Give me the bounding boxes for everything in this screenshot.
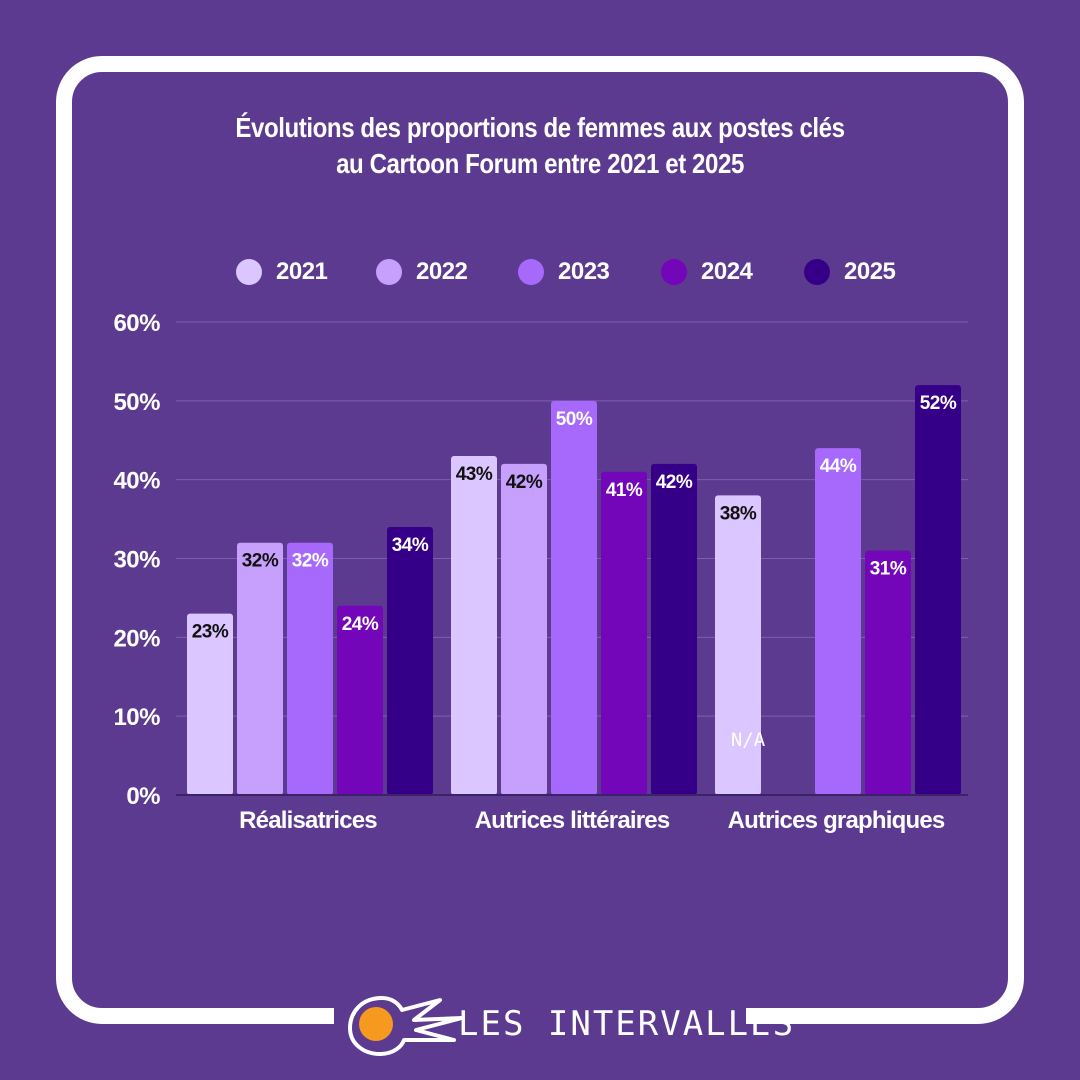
legend-label-2025: 2025 bbox=[844, 258, 896, 285]
bar-2022-1 bbox=[501, 463, 547, 795]
logo-text: LES INTERVALLES bbox=[458, 1004, 796, 1044]
y-tick-label: 50% bbox=[113, 389, 160, 416]
data-label-2024-0: 24% bbox=[342, 614, 379, 635]
white-frame bbox=[56, 56, 1024, 1024]
data-label-2022-2: N/A bbox=[731, 729, 766, 751]
chart-title: Évolutions des proportions de femmes aux… bbox=[76, 110, 1005, 182]
bar-2022-0 bbox=[237, 542, 283, 795]
legend-dot-2024 bbox=[661, 259, 687, 285]
data-label-2021-2: 38% bbox=[720, 503, 757, 524]
bar-2025-1 bbox=[651, 463, 697, 795]
data-label-2021-1: 43% bbox=[456, 464, 493, 485]
logo: LES INTERVALLES bbox=[334, 990, 793, 1060]
x-category-label: Autrices graphiques bbox=[728, 807, 945, 834]
data-label-2023-2: 44% bbox=[820, 456, 857, 477]
y-tick-label: 20% bbox=[113, 625, 160, 652]
chart-title-line-1: Évolutions des proportions de femmes aux… bbox=[235, 112, 845, 143]
data-label-2021-0: 23% bbox=[192, 622, 229, 643]
legend-label-2022: 2022 bbox=[416, 258, 468, 285]
bar-2021-1 bbox=[451, 456, 497, 795]
bar-2023-1 bbox=[551, 400, 597, 795]
legend-label-2024: 2024 bbox=[701, 258, 753, 285]
data-label-2022-1: 42% bbox=[506, 472, 543, 493]
comet-logo-icon bbox=[348, 996, 464, 1056]
x-category-label: Autrices littéraires bbox=[475, 807, 670, 834]
legend-label-2023: 2023 bbox=[558, 258, 610, 285]
y-tick-label: 30% bbox=[113, 547, 160, 574]
bar-2021-0 bbox=[187, 613, 233, 795]
legend: 2021 2022 2023 2024 2025 bbox=[0, 252, 1080, 292]
bar-2021-2 bbox=[715, 495, 761, 795]
y-tick-label: 10% bbox=[113, 704, 160, 731]
bar-2024-0 bbox=[337, 605, 383, 795]
chart-title-line-2: au Cartoon Forum entre 2021 et 2025 bbox=[336, 148, 744, 179]
bar-2025-2 bbox=[915, 385, 961, 795]
data-label-2024-1: 41% bbox=[606, 480, 643, 501]
bar-2024-2 bbox=[865, 550, 911, 795]
legend-dot-2022 bbox=[376, 259, 402, 285]
bar-2024-1 bbox=[601, 471, 647, 795]
bar-2023-2 bbox=[815, 448, 861, 795]
data-label-2025-1: 42% bbox=[656, 472, 693, 493]
legend-dot-2023 bbox=[518, 259, 544, 285]
data-label-2023-0: 32% bbox=[292, 551, 329, 572]
data-label-2022-0: 32% bbox=[242, 551, 279, 572]
data-label-2025-2: 52% bbox=[920, 393, 957, 414]
data-label-2024-2: 31% bbox=[870, 559, 907, 580]
legend-label-2021: 2021 bbox=[276, 258, 328, 285]
x-category-label: Réalisatrices bbox=[239, 807, 377, 834]
data-label-2025-0: 34% bbox=[392, 535, 429, 556]
legend-dot-2021 bbox=[236, 259, 262, 285]
bar-2023-0 bbox=[287, 542, 333, 795]
legend-dot-2025 bbox=[804, 259, 830, 285]
bar-2025-0 bbox=[387, 526, 433, 795]
y-tick-label: 40% bbox=[113, 468, 160, 495]
data-label-2023-1: 50% bbox=[556, 409, 593, 430]
y-tick-label: 0% bbox=[126, 783, 160, 810]
y-tick-label: 60% bbox=[113, 310, 160, 337]
